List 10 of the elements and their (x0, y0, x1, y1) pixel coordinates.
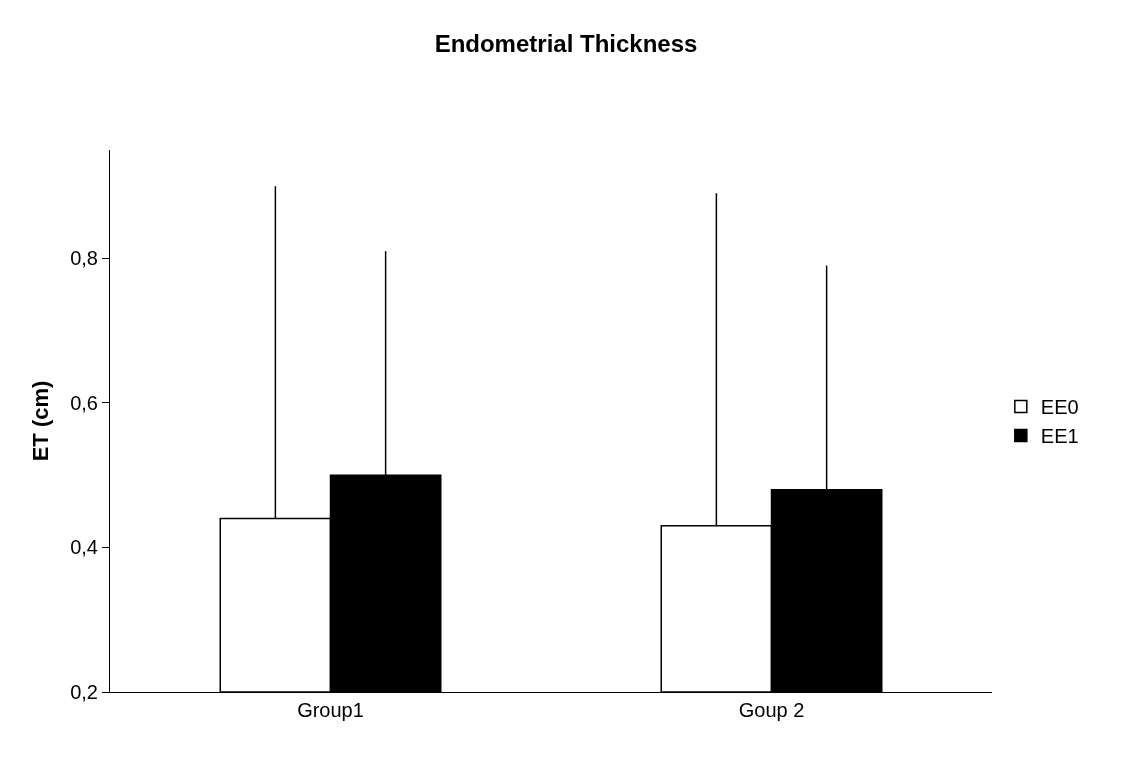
x-tick-label: Goup 2 (738, 699, 805, 721)
y-tick-label: 0,4 (70, 536, 98, 559)
chart-title: Endometrial Thickness (434, 29, 698, 57)
y-tick-label: 0,6 (70, 391, 98, 414)
legend-label: EE1 (1040, 425, 1079, 448)
y-tick-label: 0,8 (70, 247, 98, 270)
y-tick-label: 0,2 (70, 681, 98, 703)
y-axis-title: ET (cm) (27, 380, 53, 462)
legend-label: EE0 (1040, 396, 1079, 419)
x-tick-label: Group1 (297, 699, 364, 721)
